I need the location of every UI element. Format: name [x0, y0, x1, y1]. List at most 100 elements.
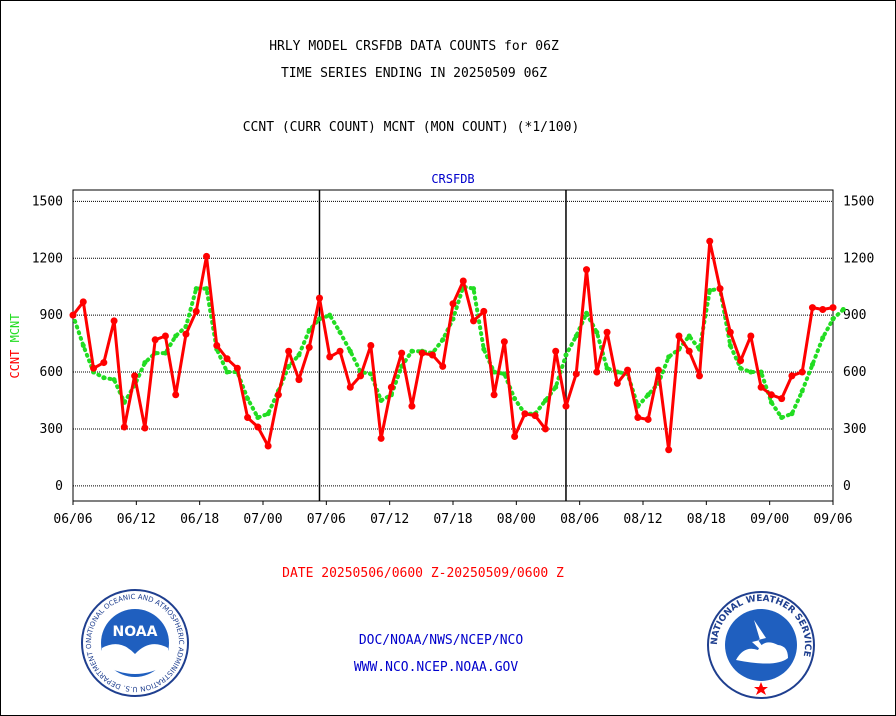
ccnt-point: [737, 357, 745, 365]
y-tick-label-left: 0: [55, 479, 63, 494]
mcnt-point: [255, 415, 261, 421]
mcnt-point: [789, 411, 795, 417]
x-tick-label: 07/18: [433, 512, 472, 527]
y-tick-label-right: 1500: [843, 194, 874, 209]
ccnt-point: [367, 342, 375, 349]
mcnt-point: [306, 327, 312, 333]
ccnt-point: [172, 391, 180, 399]
ccnt-point: [470, 317, 478, 325]
ccnt-point: [757, 383, 765, 391]
ccnt-point: [541, 425, 549, 433]
ccnt-point: [357, 372, 365, 380]
title-line-1: HRLY MODEL CRSFDB DATA COUNTS for 06Z: [269, 39, 559, 54]
mcnt-point: [296, 352, 302, 358]
ccnt-point: [141, 424, 149, 432]
ccnt-point: [583, 266, 591, 274]
ccnt-point: [223, 355, 231, 363]
ccnt-point: [387, 383, 395, 391]
mcnt-point: [727, 343, 733, 348]
plot-area: [72, 189, 834, 502]
y-tick-label-left: 1200: [32, 251, 63, 266]
mcnt-point: [111, 377, 117, 383]
title-line-2: TIME SERIES ENDING IN 20250509 06Z: [280, 66, 548, 81]
ccnt-point: [305, 343, 313, 351]
ccnt-point: [747, 332, 755, 340]
mcnt-point: [193, 286, 199, 292]
ccnt-point: [100, 359, 108, 367]
ccnt-point: [726, 328, 734, 336]
x-tick-label: 07/00: [243, 512, 282, 527]
mcnt-point: [173, 333, 179, 339]
ccnt-point: [449, 300, 457, 308]
ccnt-point: [706, 237, 714, 245]
y-axis-label-mcnt: MCNT: [8, 313, 22, 342]
ccnt-point: [90, 364, 98, 372]
ccnt-point: [634, 414, 642, 422]
noaa-logo: NATIONAL OCEANIC AND ATMOSPHERIC ADMINIS…: [80, 588, 189, 697]
mcnt-point: [378, 397, 384, 403]
ccnt-point: [244, 414, 252, 422]
ccnt-point: [203, 252, 211, 260]
ccnt-point: [79, 298, 87, 306]
ccnt-point: [336, 347, 344, 355]
mcnt-point: [553, 384, 559, 390]
y-tick-label-right: 1200: [843, 251, 874, 266]
ccnt-point: [572, 370, 580, 378]
mcnt-point: [666, 354, 672, 360]
y-tick-label-left: 300: [40, 422, 63, 437]
mcnt-point: [337, 329, 343, 335]
mcnt-point: [799, 388, 805, 394]
ccnt-point: [808, 304, 816, 312]
mcnt-point: [440, 337, 446, 343]
ccnt-point: [644, 415, 652, 423]
ccnt-point: [685, 347, 693, 355]
x-tick-label: 09/00: [750, 512, 789, 527]
mcnt-point: [101, 375, 107, 381]
x-tick-label: 08/00: [497, 512, 536, 527]
y-tick-label-left: 600: [40, 365, 63, 380]
ccnt-point: [695, 372, 703, 380]
ccnt-point: [346, 383, 354, 391]
ccnt-point: [264, 442, 272, 450]
mcnt-point: [512, 396, 518, 402]
ccnt-point: [593, 368, 601, 376]
ccnt-point: [213, 342, 221, 349]
x-tick-label: 06/12: [117, 512, 156, 527]
mcnt-point: [316, 316, 322, 322]
y-axis-label-ccnt: CCNT: [8, 342, 22, 378]
ccnt-point: [110, 317, 118, 325]
ccnt-point: [490, 391, 498, 399]
ccnt-point: [665, 446, 673, 454]
y-tick-label-right: 600: [843, 365, 866, 380]
ccnt-point: [613, 379, 621, 387]
y-axis-label: CCNT MCNT: [8, 313, 22, 378]
website-link[interactable]: WWW.NCO.NCEP.NOAA.GOV: [353, 660, 519, 675]
ccnt-point: [603, 328, 611, 336]
org-line: DOC/NOAA/NWS/NCEP/NCO: [358, 633, 524, 648]
ccnt-point: [398, 349, 406, 357]
x-tick-label: 08/12: [623, 512, 662, 527]
ccnt-point: [459, 277, 467, 285]
mcnt-point: [80, 343, 86, 348]
noaa-logo-text: NOAA: [113, 624, 158, 640]
y-tick-label-left: 900: [40, 308, 63, 323]
ccnt-point: [408, 402, 416, 410]
mcnt-point: [409, 348, 415, 354]
ccnt-point: [675, 332, 683, 340]
y-tick-label-right: 900: [843, 308, 866, 323]
mcnt-point: [707, 288, 713, 294]
mcnt-point: [738, 365, 744, 371]
x-tick-label: 08/18: [687, 512, 726, 527]
ccnt-point: [428, 351, 436, 359]
mcnt-point: [142, 360, 148, 366]
ccnt-point: [531, 412, 539, 420]
y-tick-label-right: 0: [843, 479, 851, 494]
ccnt-point: [439, 362, 447, 370]
ccnt-point: [798, 368, 806, 376]
x-tick-label: 08/06: [560, 512, 599, 527]
x-tick-label: 06/18: [180, 512, 219, 527]
mcnt-point: [594, 329, 600, 335]
ccnt-point: [120, 423, 128, 431]
mcnt-point: [286, 363, 292, 369]
